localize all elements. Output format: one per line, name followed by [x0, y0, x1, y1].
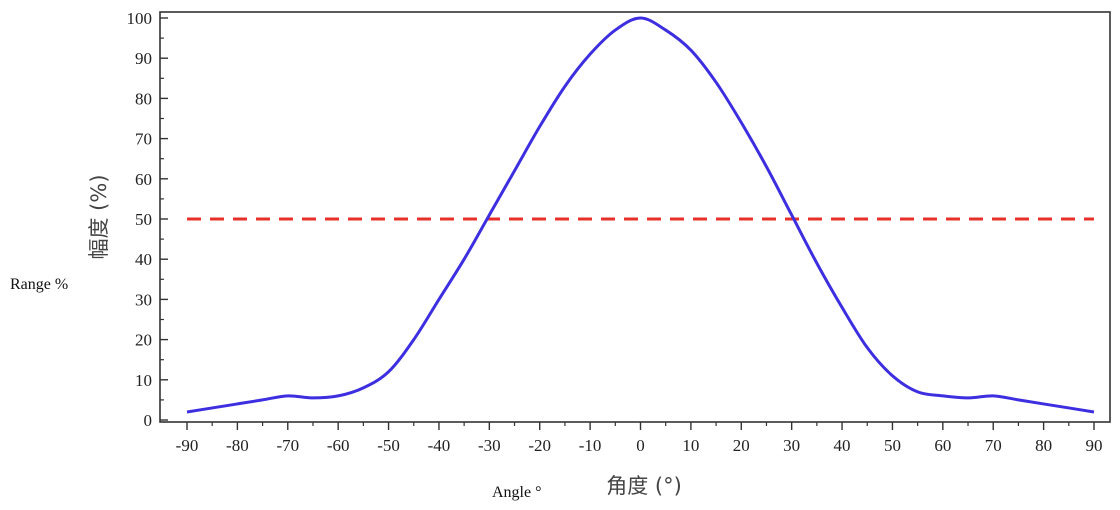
- x-tick-label: 0: [636, 436, 645, 455]
- x-tick-label: 10: [682, 436, 699, 455]
- x-tick-label: -70: [276, 436, 299, 455]
- x-axis: -90 -80 -70 -60 -50 -40 -30 -20 -10 0 10 20 30 40 50 60…: [176, 422, 1103, 455]
- x-tick-label: 50: [884, 436, 901, 455]
- y-tick-label: 50: [135, 210, 152, 229]
- y-axis-title: 幅度 (%): [87, 174, 111, 259]
- x-tick-label: 40: [834, 436, 851, 455]
- x-axis-title: 角度 (°): [606, 474, 682, 498]
- x-tick-label: -20: [528, 436, 551, 455]
- x-tick-label: 80: [1035, 436, 1052, 455]
- x-tick-label: 70: [985, 436, 1002, 455]
- x-tick-label: -10: [579, 436, 602, 455]
- x-tick-label: -60: [327, 436, 350, 455]
- x-tick-label: 60: [934, 436, 951, 455]
- y-tick-label: 10: [135, 371, 152, 390]
- y-tick-label: 90: [135, 49, 152, 68]
- x-tick-label: -50: [377, 436, 400, 455]
- y-tick-label: 20: [135, 331, 152, 350]
- y-axis: 0 10 20 30 40 50 60 70 80 90 100: [127, 9, 168, 430]
- x-tick-label: -80: [226, 436, 249, 455]
- x-tick-label: -40: [428, 436, 451, 455]
- x-tick-label: 90: [1086, 436, 1103, 455]
- y-tick-label: 60: [135, 170, 152, 189]
- x-tick-label: 30: [783, 436, 800, 455]
- y-tick-label: 0: [144, 411, 153, 430]
- y-tick-label: 70: [135, 130, 152, 149]
- x-tick-label: 20: [733, 436, 750, 455]
- y-tick-label: 80: [135, 89, 152, 108]
- plot-frame: [159, 11, 1111, 423]
- angle-label: Angle °: [492, 484, 542, 501]
- y-tick-label: 30: [135, 290, 152, 309]
- range-label: Range %: [10, 276, 69, 293]
- y-tick-label: 100: [127, 9, 153, 28]
- x-tick-label: -90: [176, 436, 199, 455]
- amplitude-curve: [186, 16, 1095, 414]
- x-tick-label: -30: [478, 436, 501, 455]
- y-tick-label: 40: [135, 250, 152, 269]
